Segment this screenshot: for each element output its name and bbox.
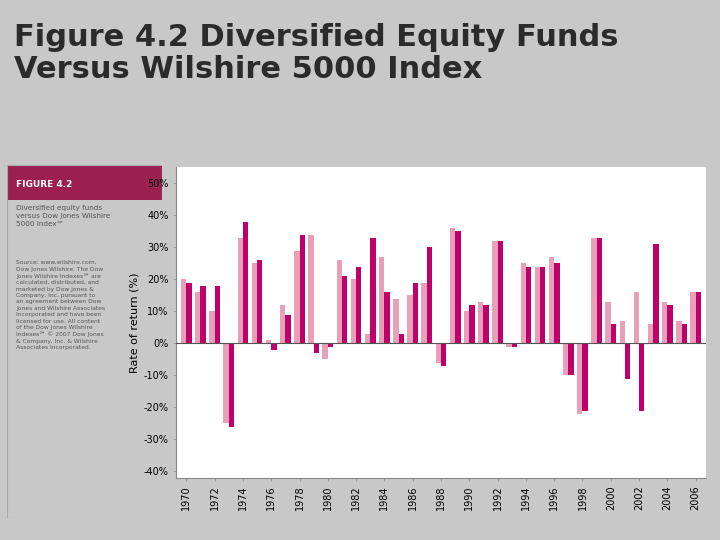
Bar bbox=[210, 312, 215, 343]
Bar bbox=[186, 282, 192, 343]
Text: FIGURE 4.2: FIGURE 4.2 bbox=[17, 180, 73, 188]
Bar bbox=[379, 257, 384, 343]
Text: Source: www.wilshire.com,
Dow Jones Wilshire. The Dow
Jones Wilshire Indexes℠ ar: Source: www.wilshire.com, Dow Jones Wils… bbox=[17, 260, 106, 350]
Text: Diversified equity funds
versus Dow Jones Wilshire
5000 Index℠: Diversified equity funds versus Dow Jone… bbox=[17, 205, 111, 227]
Bar bbox=[215, 286, 220, 343]
Bar bbox=[606, 302, 611, 343]
Bar bbox=[351, 279, 356, 343]
Bar bbox=[483, 305, 489, 343]
Bar bbox=[648, 324, 653, 343]
Bar bbox=[285, 315, 291, 343]
Bar bbox=[271, 343, 276, 350]
Bar bbox=[441, 343, 446, 366]
Bar bbox=[512, 343, 517, 347]
Bar bbox=[399, 334, 404, 343]
Bar bbox=[393, 299, 399, 343]
FancyBboxPatch shape bbox=[7, 165, 162, 200]
Bar bbox=[294, 251, 300, 343]
Bar bbox=[370, 238, 376, 343]
Bar bbox=[413, 282, 418, 343]
Bar bbox=[469, 305, 474, 343]
Bar bbox=[563, 343, 568, 375]
Bar bbox=[506, 343, 512, 347]
Bar bbox=[667, 305, 672, 343]
Bar bbox=[356, 267, 361, 343]
Bar bbox=[549, 257, 554, 343]
Bar bbox=[455, 232, 461, 343]
Bar bbox=[568, 343, 574, 375]
Bar bbox=[342, 276, 347, 343]
Bar bbox=[577, 343, 582, 414]
Bar bbox=[257, 260, 262, 343]
Bar bbox=[229, 343, 234, 427]
Bar bbox=[690, 292, 696, 343]
Bar bbox=[591, 238, 597, 343]
Bar bbox=[384, 292, 390, 343]
Bar bbox=[408, 295, 413, 343]
Bar bbox=[682, 324, 687, 343]
Bar bbox=[436, 343, 441, 363]
Bar bbox=[314, 343, 319, 353]
Bar bbox=[696, 292, 701, 343]
Bar bbox=[662, 302, 667, 343]
Bar bbox=[521, 264, 526, 343]
Bar bbox=[620, 321, 625, 343]
Bar bbox=[328, 343, 333, 347]
Bar bbox=[625, 343, 630, 379]
Bar bbox=[597, 238, 602, 343]
Bar bbox=[639, 343, 644, 411]
Bar bbox=[464, 312, 469, 343]
Bar bbox=[280, 305, 285, 343]
Bar bbox=[223, 343, 229, 423]
Bar bbox=[450, 228, 455, 343]
Bar bbox=[676, 321, 682, 343]
Bar bbox=[421, 282, 427, 343]
Bar bbox=[200, 286, 206, 343]
Bar bbox=[427, 247, 432, 343]
Bar bbox=[181, 279, 186, 343]
Bar bbox=[195, 292, 200, 343]
Y-axis label: Rate of return (%): Rate of return (%) bbox=[130, 272, 140, 373]
Bar bbox=[653, 244, 659, 343]
Bar bbox=[365, 334, 370, 343]
Bar bbox=[238, 238, 243, 343]
Bar bbox=[323, 343, 328, 360]
Bar bbox=[492, 241, 498, 343]
Bar bbox=[540, 267, 546, 343]
Bar bbox=[336, 260, 342, 343]
Bar bbox=[308, 234, 314, 343]
Bar bbox=[582, 343, 588, 411]
Bar bbox=[611, 324, 616, 343]
Text: Figure 4.2 Diversified Equity Funds
Versus Wilshire 5000 Index: Figure 4.2 Diversified Equity Funds Vers… bbox=[14, 23, 619, 84]
Bar bbox=[634, 292, 639, 343]
Bar bbox=[554, 264, 559, 343]
Bar bbox=[478, 302, 483, 343]
Bar bbox=[300, 234, 305, 343]
Bar bbox=[535, 267, 540, 343]
Bar bbox=[498, 241, 503, 343]
Bar bbox=[243, 222, 248, 343]
Bar bbox=[252, 264, 257, 343]
Bar bbox=[266, 340, 271, 343]
Bar bbox=[526, 267, 531, 343]
